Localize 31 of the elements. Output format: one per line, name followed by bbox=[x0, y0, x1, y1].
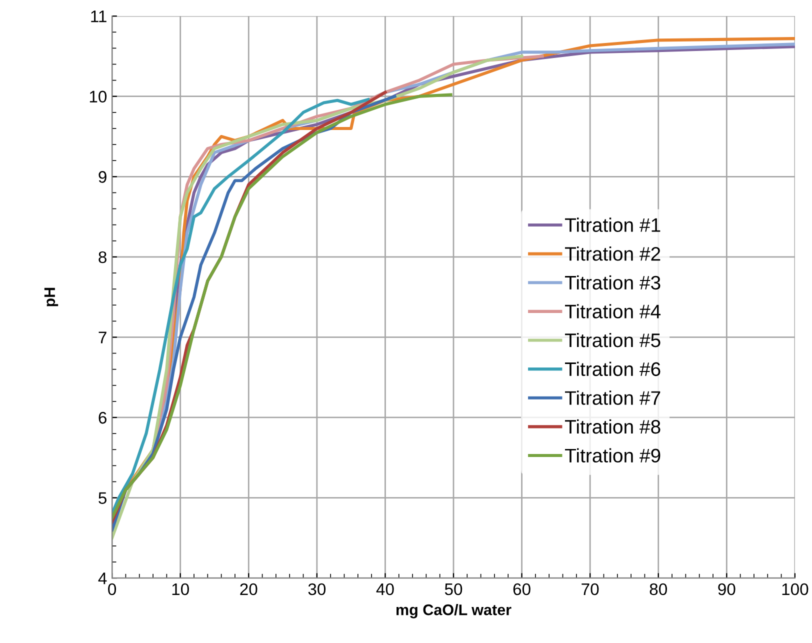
x-tick-label: 60 bbox=[513, 583, 530, 596]
y-tick-label: 9 bbox=[98, 171, 106, 183]
x-tick-label: 50 bbox=[444, 583, 462, 596]
y-tick-label: 7 bbox=[98, 332, 106, 344]
x-axis-title: mg CaO/L water bbox=[396, 604, 512, 618]
y-tick-label: 5 bbox=[98, 492, 106, 504]
y-tick-label: 8 bbox=[98, 251, 106, 264]
x-tick-label: 90 bbox=[718, 583, 736, 596]
legend-label: Titration #2 bbox=[565, 246, 660, 261]
x-tick-label: 30 bbox=[308, 583, 326, 596]
legend-label: Titration #8 bbox=[565, 419, 660, 434]
y-tick-label: 10 bbox=[90, 90, 107, 103]
x-tick-label: 70 bbox=[582, 583, 599, 596]
legend-label: Titration #7 bbox=[565, 390, 660, 405]
x-tick-label: 100 bbox=[782, 583, 808, 596]
y-tick-label: 4 bbox=[98, 572, 107, 584]
x-tick-label: 10 bbox=[172, 583, 189, 596]
legend-label: Titration #1 bbox=[565, 218, 660, 232]
legend-label: Titration #4 bbox=[565, 304, 661, 318]
legend-label: Titration #3 bbox=[565, 275, 660, 290]
legend-label: Titration #9 bbox=[565, 448, 660, 463]
x-tick-label: 0 bbox=[108, 583, 116, 596]
x-tick-label: 80 bbox=[650, 583, 667, 596]
legend-label: Titration #5 bbox=[565, 332, 660, 348]
legend-label: Titration #6 bbox=[565, 362, 660, 376]
y-tick-label: 11 bbox=[91, 10, 106, 22]
x-tick-label: 40 bbox=[376, 583, 394, 596]
y-axis-title: pH bbox=[44, 288, 58, 306]
y-tick-label: 6 bbox=[98, 412, 106, 424]
line-series bbox=[112, 93, 452, 520]
x-tick-label: 20 bbox=[240, 583, 258, 596]
